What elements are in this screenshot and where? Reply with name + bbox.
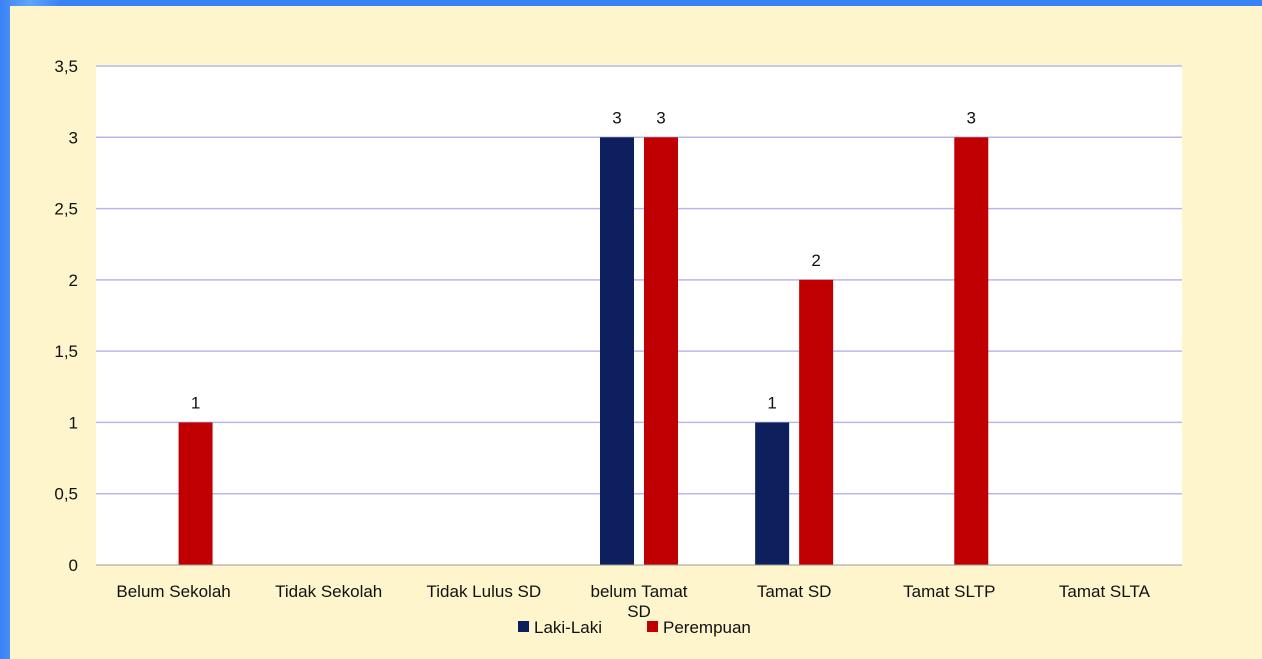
x-category-label: Tidak Sekolah: [275, 582, 382, 601]
data-labels: 1 3 3 1 2 3: [191, 108, 976, 412]
legend: Laki-Laki Perempuan: [518, 618, 751, 637]
bar: [954, 137, 989, 566]
bar: [600, 137, 634, 566]
legend-swatch: [518, 621, 529, 632]
y-tick-label: 2,5: [54, 200, 78, 219]
legend-label: Laki-Laki: [534, 618, 602, 637]
x-category-label: belum Tamat SD: [590, 582, 687, 621]
data-label: 3: [967, 108, 976, 127]
data-label: 3: [656, 108, 665, 127]
y-tick-label: 0,5: [54, 485, 78, 504]
plot-area: [96, 66, 1182, 565]
x-category-label: Tamat SD: [757, 582, 832, 601]
data-label: 2: [811, 251, 820, 270]
data-label: 3: [612, 108, 621, 127]
x-category-label: Tamat SLTA: [1059, 582, 1151, 601]
x-category-label: Belum Sekolah: [116, 582, 230, 601]
y-tick-label: 1,5: [54, 342, 78, 361]
y-tick-label: 3: [69, 128, 78, 147]
gridlines: [96, 65, 1182, 495]
legend-label: Perempuan: [663, 618, 751, 637]
x-category-label: Tamat SLTP: [903, 582, 995, 601]
bar: [755, 422, 790, 565]
data-label: 1: [191, 393, 200, 412]
y-tick-label: 1: [69, 413, 78, 432]
legend-swatch: [647, 621, 658, 632]
bars: [178, 137, 989, 566]
bar: [644, 137, 678, 566]
x-axis-categories: Belum Sekolah Tidak Sekolah Tidak Lulus SD…: [116, 582, 1150, 621]
y-axis-ticks: 0 0,5 1 1,5 2 2,5 3 3,5: [54, 57, 78, 575]
data-label: 1: [767, 393, 776, 412]
y-tick-label: 3,5: [54, 57, 78, 76]
bar: [178, 422, 213, 565]
bar: [799, 279, 834, 565]
x-category-label: Tidak Lulus SD: [427, 582, 542, 601]
y-tick-label: 0: [69, 556, 78, 575]
y-tick-label: 2: [69, 271, 78, 290]
